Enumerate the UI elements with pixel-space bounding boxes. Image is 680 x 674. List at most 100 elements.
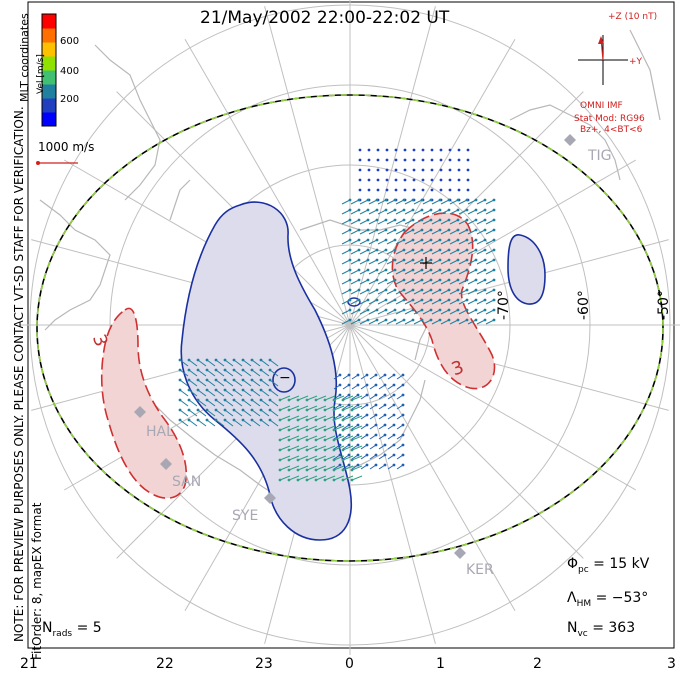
velocity-scale-bar — [36, 161, 78, 165]
vector-arrow — [378, 394, 386, 400]
vector-arrow — [404, 229, 414, 235]
vector-arrow — [324, 475, 336, 481]
vector-arrow — [404, 209, 414, 215]
vector-arrow — [351, 444, 359, 450]
vector-origin — [358, 188, 362, 192]
vector-arrow — [350, 239, 360, 245]
vector-arrow — [449, 199, 459, 205]
vector-origin — [448, 158, 452, 162]
vector-arrow — [377, 259, 387, 265]
vector-arrow — [395, 239, 405, 245]
vector-arrow — [377, 289, 387, 295]
vector-arrow — [467, 239, 477, 245]
vector-arrow — [396, 444, 404, 450]
vector-arrow — [404, 299, 414, 305]
vector-origin — [421, 178, 425, 182]
vector-arrow — [333, 395, 345, 401]
imf-y-label: +Y — [629, 57, 643, 67]
vector-arrow — [197, 419, 207, 427]
colorbar-tick-600: 600 — [60, 36, 80, 47]
colorbar-band — [42, 70, 56, 85]
vector-arrow — [440, 319, 450, 325]
stat-lambda-hm: ΛHM = −53° — [567, 590, 649, 609]
vector-arrow — [224, 359, 234, 367]
vector-arrow — [360, 454, 368, 460]
vector-origin — [403, 178, 407, 182]
vector-origin — [457, 148, 461, 152]
vector-arrow — [413, 199, 423, 205]
vector-arrow — [351, 414, 359, 420]
vector-arrow — [369, 434, 377, 440]
vector-arrow — [360, 404, 368, 410]
vector-arrow — [369, 464, 377, 470]
vector-origin — [385, 148, 389, 152]
vector-arrow — [368, 269, 378, 275]
vector-arrow — [467, 309, 477, 315]
vector-arrow — [279, 425, 291, 431]
vector-arrow — [206, 369, 216, 377]
vector-arrow — [224, 399, 234, 407]
vector-arrow — [242, 409, 252, 417]
vector-origin — [439, 188, 443, 192]
vector-arrow — [342, 384, 350, 390]
vector-arrow — [395, 219, 405, 225]
vector-arrow — [215, 379, 225, 387]
vector-arrow — [179, 399, 189, 407]
vector-arrow — [188, 419, 198, 427]
vector-arrow — [351, 384, 359, 390]
vector-arrow — [449, 299, 459, 305]
vector-arrow — [260, 379, 270, 387]
vector-arrow — [396, 384, 404, 390]
vector-arrow — [395, 299, 405, 305]
vector-origin — [430, 148, 434, 152]
vector-arrow — [306, 445, 318, 451]
vector-origin — [412, 168, 416, 172]
vector-arrow — [351, 405, 363, 411]
vector-arrow — [188, 369, 198, 377]
vector-arrow — [341, 229, 351, 235]
vector-arrow — [197, 389, 207, 397]
vector-arrow — [333, 464, 341, 470]
vector-arrow — [440, 249, 450, 255]
vector-arrow — [485, 229, 495, 235]
vector-arrow — [350, 269, 360, 275]
vector-arrow — [279, 455, 291, 461]
colorbar-band — [42, 84, 56, 99]
vector-arrow — [233, 379, 243, 387]
vector-arrow — [342, 475, 354, 481]
vector-arrow — [458, 309, 468, 315]
mlt-label-22: 22 — [156, 656, 174, 672]
vector-arrow — [360, 374, 368, 380]
vector-origin — [385, 188, 389, 192]
vector-arrow — [279, 395, 291, 401]
vector-arrow — [440, 239, 450, 245]
vector-origin — [421, 168, 425, 172]
vector-arrow — [467, 229, 477, 235]
vector-arrow — [315, 455, 327, 461]
vector-arrow — [260, 359, 270, 367]
vector-arrow — [404, 319, 414, 325]
vector-arrow — [386, 289, 396, 295]
vector-arrow — [395, 199, 405, 205]
vector-arrow — [350, 219, 360, 225]
vector-arrow — [386, 199, 396, 205]
vector-arrow — [404, 199, 414, 205]
station-label-sye: SYE — [232, 508, 259, 524]
vector-arrow — [458, 209, 468, 215]
vector-arrow — [297, 435, 309, 441]
vector-origin — [376, 188, 380, 192]
vector-arrow — [206, 359, 216, 367]
vector-arrow — [242, 359, 252, 367]
colorbar-tick-400: 400 — [60, 66, 80, 77]
vector-arrow — [386, 239, 396, 245]
vector-arrow — [378, 424, 386, 430]
vector-arrow — [269, 379, 279, 387]
vector-arrow — [324, 465, 336, 471]
vector-arrow — [369, 394, 377, 400]
vector-arrow — [396, 464, 404, 470]
vector-arrow — [368, 219, 378, 225]
vector-arrow — [351, 374, 359, 380]
vector-arrow — [333, 384, 341, 390]
vector-arrow — [342, 414, 350, 420]
vector-arrow — [422, 209, 432, 215]
